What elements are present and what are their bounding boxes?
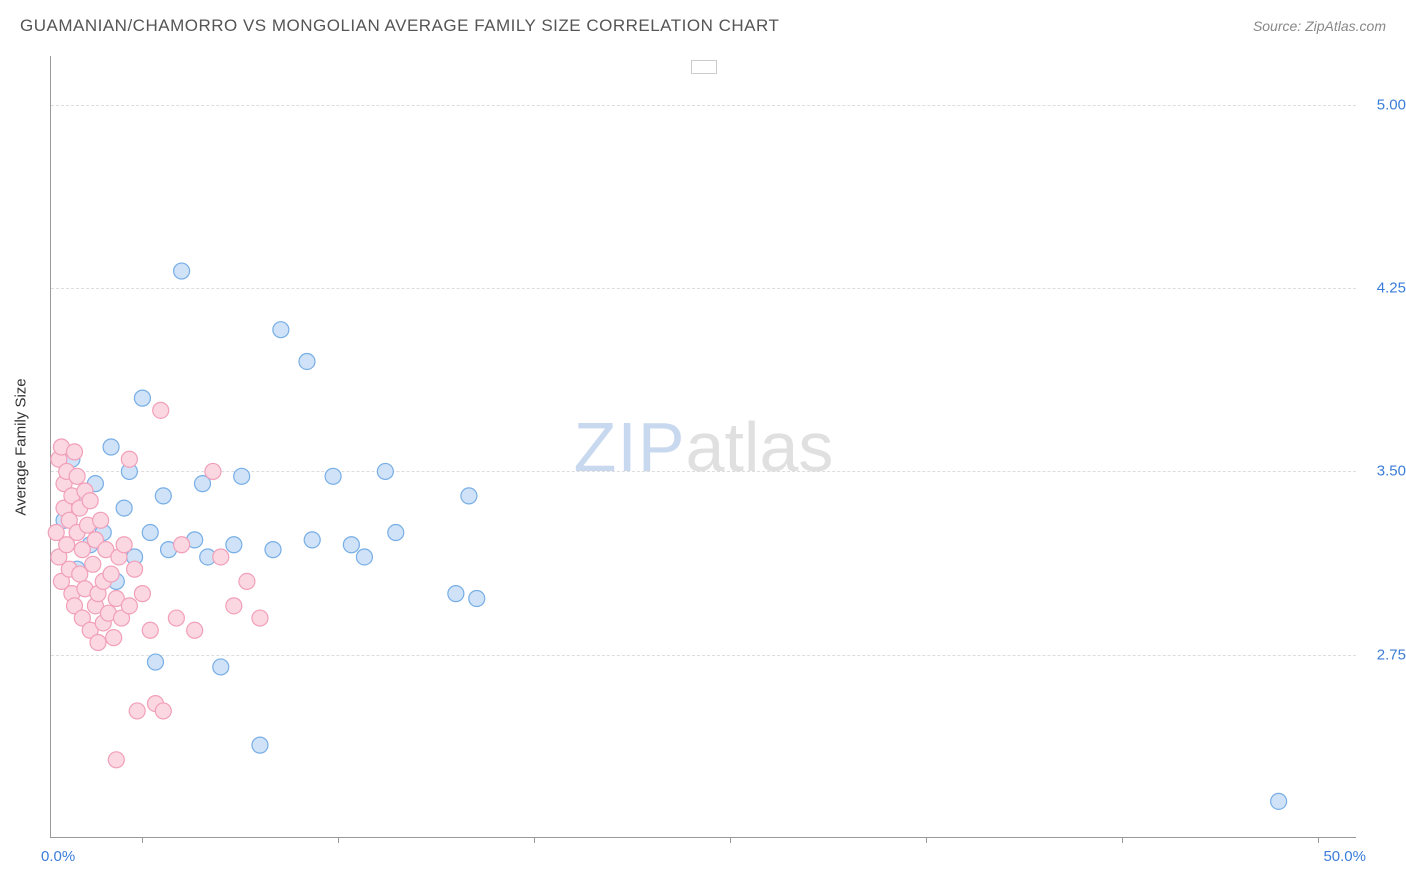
scatter-point-mongolians: [129, 703, 145, 719]
source-attribution: Source: ZipAtlas.com: [1253, 18, 1386, 34]
scatter-point-mongolians: [93, 512, 109, 528]
scatter-point-guamanians: [134, 390, 150, 406]
scatter-point-mongolians: [168, 610, 184, 626]
scatter-point-mongolians: [67, 444, 83, 460]
scatter-point-guamanians: [273, 322, 289, 338]
scatter-point-guamanians: [304, 532, 320, 548]
scatter-point-mongolians: [174, 537, 190, 553]
scatter-point-guamanians: [388, 525, 404, 541]
scatter-point-guamanians: [1271, 793, 1287, 809]
scatter-point-mongolians: [213, 549, 229, 565]
chart-area: Average Family Size ZIPatlas 2.753.504.2…: [50, 56, 1356, 838]
scatter-point-guamanians: [213, 659, 229, 675]
scatter-point-mongolians: [116, 537, 132, 553]
scatter-point-guamanians: [299, 353, 315, 369]
scatter-point-guamanians: [252, 737, 268, 753]
scatter-point-guamanians: [116, 500, 132, 516]
scatter-point-guamanians: [356, 549, 372, 565]
scatter-point-mongolians: [226, 598, 242, 614]
scatter-point-guamanians: [226, 537, 242, 553]
scatter-point-guamanians: [265, 542, 281, 558]
scatter-point-guamanians: [461, 488, 477, 504]
scatter-point-guamanians: [377, 463, 393, 479]
scatter-point-guamanians: [469, 591, 485, 607]
scatter-point-mongolians: [252, 610, 268, 626]
scatter-point-mongolians: [127, 561, 143, 577]
scatter-point-guamanians: [448, 586, 464, 602]
scatter-point-guamanians: [103, 439, 119, 455]
scatter-point-mongolians: [239, 573, 255, 589]
scatter-point-mongolians: [142, 622, 158, 638]
scatter-point-guamanians: [142, 525, 158, 541]
scatter-point-mongolians: [108, 752, 124, 768]
plot-box: Average Family Size ZIPatlas 2.753.504.2…: [50, 56, 1356, 838]
scatter-point-mongolians: [103, 566, 119, 582]
scatter-point-mongolians: [187, 622, 203, 638]
scatter-plot-svg: [51, 56, 1357, 838]
y-tick-label: 4.25: [1361, 280, 1406, 297]
scatter-point-guamanians: [155, 488, 171, 504]
scatter-point-mongolians: [90, 635, 106, 651]
scatter-point-guamanians: [343, 537, 359, 553]
scatter-point-guamanians: [174, 263, 190, 279]
y-axis-label: Average Family Size: [13, 378, 30, 515]
scatter-point-mongolians: [205, 463, 221, 479]
x-axis-max-label: 50.0%: [1323, 848, 1366, 865]
scatter-point-guamanians: [234, 468, 250, 484]
correlation-stats-box: [691, 60, 717, 74]
scatter-point-mongolians: [134, 586, 150, 602]
scatter-point-mongolians: [155, 703, 171, 719]
y-tick-label: 2.75: [1361, 646, 1406, 663]
scatter-point-guamanians: [147, 654, 163, 670]
x-axis-min-label: 0.0%: [41, 848, 75, 865]
source-name: ZipAtlas.com: [1305, 18, 1386, 34]
y-tick-label: 3.50: [1361, 463, 1406, 480]
source-prefix: Source:: [1253, 18, 1305, 34]
scatter-point-mongolians: [153, 402, 169, 418]
scatter-point-mongolians: [106, 630, 122, 646]
y-tick-label: 5.00: [1361, 96, 1406, 113]
scatter-point-mongolians: [121, 598, 137, 614]
chart-title: GUAMANIAN/CHAMORRO VS MONGOLIAN AVERAGE …: [20, 16, 779, 36]
scatter-point-guamanians: [325, 468, 341, 484]
scatter-point-mongolians: [82, 493, 98, 509]
scatter-point-mongolians: [69, 468, 85, 484]
scatter-point-mongolians: [85, 556, 101, 572]
scatter-point-mongolians: [121, 451, 137, 467]
